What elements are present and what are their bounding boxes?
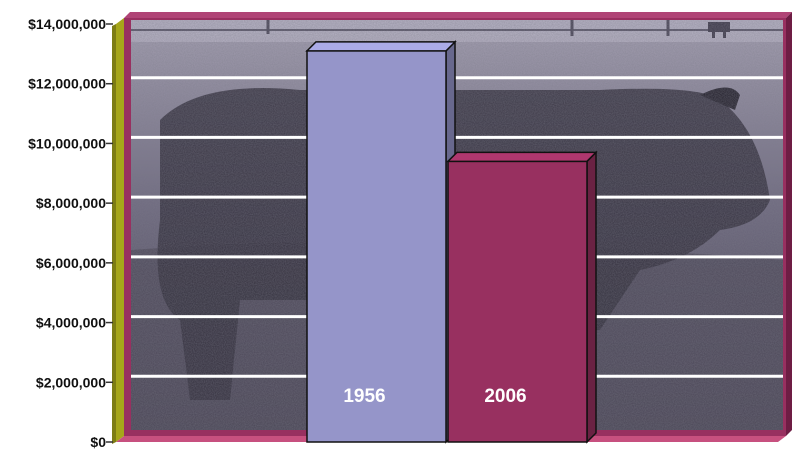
y-axis: $0 $2,000,000 $4,000,000 $6,000,000 $8,000,0… <box>28 16 113 450</box>
bar-front <box>306 50 447 443</box>
bar-side <box>586 150 597 444</box>
y-tick-label: $2,000,000 <box>36 374 106 390</box>
bars: 1956 2006 <box>305 40 598 444</box>
y-tick-label: $10,000,000 <box>28 135 106 151</box>
bar-1956: 1956 <box>305 40 457 444</box>
bar-category-label: 2006 <box>484 386 526 407</box>
bar-top <box>446 151 598 163</box>
bar-category-label: 1956 <box>343 386 385 407</box>
bar-front <box>447 160 588 443</box>
y-tick-label: $14,000,000 <box>28 16 106 32</box>
left-wall-edge <box>112 24 116 444</box>
y-tick-label: $0 <box>90 434 106 450</box>
left-wall <box>116 18 124 442</box>
back-wall-frame-top-bevel <box>124 12 792 18</box>
bar-top <box>305 41 457 52</box>
y-tick-label: $8,000,000 <box>36 195 106 211</box>
y-tick-label: $6,000,000 <box>36 255 106 271</box>
back-wall-frame-right-bevel <box>786 12 792 436</box>
bar-2006: 2006 <box>446 150 598 444</box>
y-tick-label: $4,000,000 <box>36 315 106 331</box>
y-tick-label: $12,000,000 <box>28 76 106 92</box>
